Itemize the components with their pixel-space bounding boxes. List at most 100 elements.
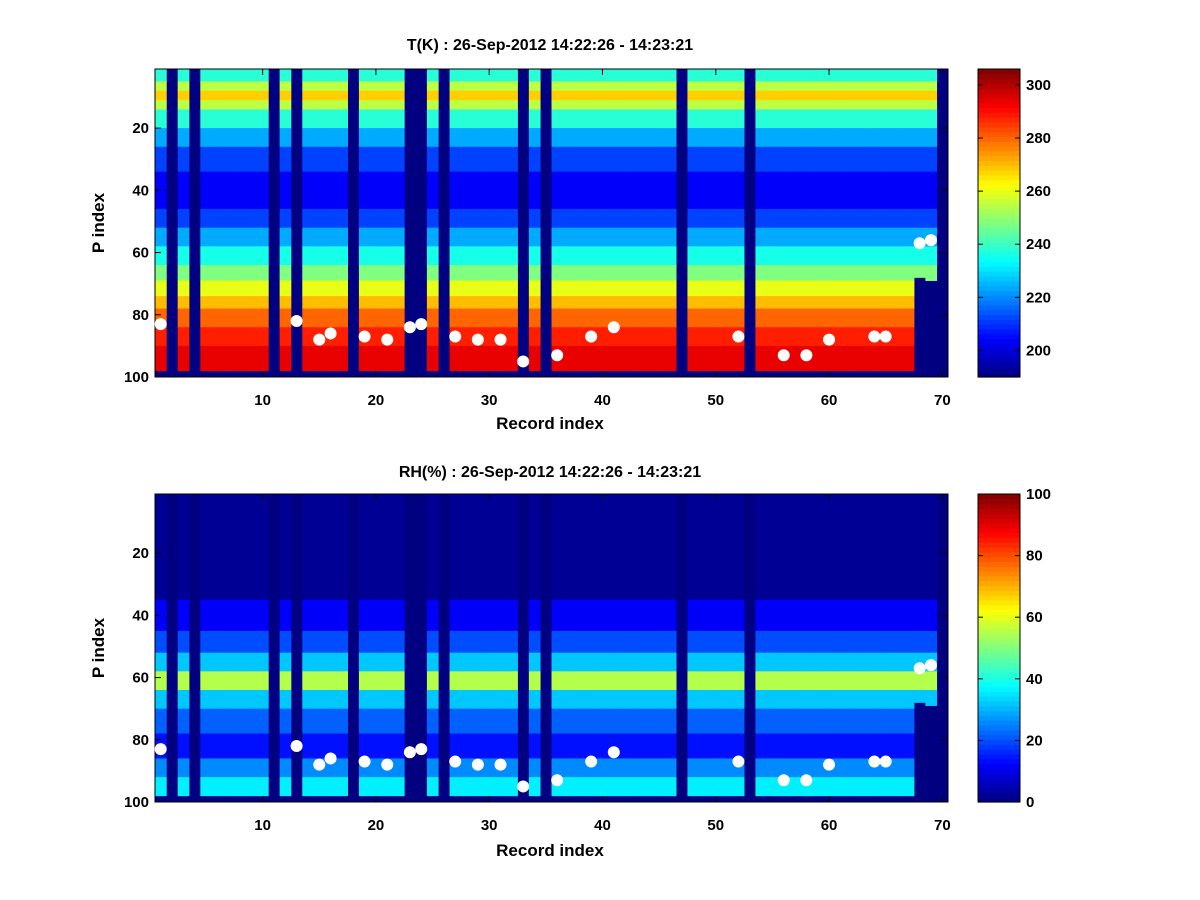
temperature-band-cell — [358, 246, 371, 266]
temperature-band-cell — [381, 109, 394, 129]
humidity-band-cell — [687, 708, 700, 734]
humidity-band-cell — [812, 777, 824, 797]
temperature-record-column — [177, 69, 190, 372]
temperature-band-cell — [630, 345, 643, 372]
temperature-band-cell — [766, 90, 779, 101]
humidity-band-cell — [177, 494, 190, 601]
temperature-band-cell — [925, 209, 938, 229]
humidity-band-cell — [800, 652, 813, 672]
temperature-band-cell — [551, 100, 564, 110]
temperature-colorbar-step — [978, 348, 1020, 354]
humidity-band-cell — [891, 494, 904, 601]
temperature-colorbar-step — [978, 194, 1020, 200]
humidity-band-cell — [846, 494, 858, 601]
temperature-axes-frame — [154, 68, 949, 378]
humidity-band-cell — [778, 690, 790, 710]
humidity-band-cell — [472, 708, 484, 734]
temperature-band-cell — [211, 345, 224, 372]
humidity-colorbar-step — [978, 585, 1020, 591]
humidity-band-cell — [324, 733, 337, 759]
temperature-band-cell — [596, 171, 609, 210]
humidity-record-column — [721, 494, 734, 797]
temperature-band-cell — [914, 246, 926, 266]
temperature-band-cell — [494, 69, 507, 82]
humidity-band-cell — [313, 733, 326, 759]
humidity-band-cell — [370, 652, 382, 672]
temperature-band-cell — [336, 69, 348, 82]
humidity-band-cell — [653, 494, 666, 601]
temperature-band-cell — [256, 327, 269, 347]
temperature-band-cell — [585, 296, 598, 309]
humidity-band-cell — [846, 777, 858, 797]
humidity-band-cell — [222, 777, 235, 797]
temperature-band-cell — [177, 209, 190, 229]
humidity-band-cell — [732, 494, 745, 601]
temperature-band-cell — [642, 100, 654, 110]
temperature-band-cell — [551, 90, 564, 101]
humidity-colorbar-step — [978, 725, 1020, 731]
humidity-band-cell — [880, 777, 892, 797]
temperature-band-cell — [483, 327, 496, 347]
temperature-ytick-label: 40 — [132, 182, 149, 199]
humidity-band-cell — [846, 733, 858, 759]
temperature-band-cell — [426, 69, 439, 82]
temperature-band-cell — [585, 265, 598, 281]
temperature-band-cell — [812, 146, 824, 173]
temperature-band-cell — [483, 246, 496, 266]
humidity-colorbar-step — [978, 715, 1020, 721]
humidity-band-cell — [664, 690, 677, 710]
humidity-band-cell — [846, 652, 858, 672]
temperature-record-column — [234, 69, 247, 372]
temperature-band-cell — [698, 171, 711, 210]
temperature-band-cell — [834, 265, 847, 281]
humidity-band-cell — [449, 671, 462, 691]
humidity-band-cell — [812, 630, 824, 654]
humidity-band-cell — [914, 599, 926, 632]
humidity-band-cell — [834, 494, 847, 601]
humidity-band-cell — [574, 630, 586, 654]
humidity-band-cell — [245, 494, 258, 601]
temperature-band-cell — [392, 209, 405, 229]
temperature-band-cell — [426, 227, 439, 247]
humidity-band-cell — [687, 630, 700, 654]
temperature-band-cell — [608, 308, 620, 328]
temperature-ylabel: P index — [89, 192, 108, 253]
humidity-band-cell — [585, 599, 598, 632]
humidity-band-cell — [608, 777, 620, 797]
temperature-record-column — [619, 69, 632, 372]
humidity-band-cell — [698, 690, 711, 710]
humidity-band-cell — [778, 708, 790, 734]
temperature-band-cell — [336, 227, 348, 247]
temperature-band-cell — [222, 246, 235, 266]
temperature-band-cell — [449, 90, 462, 101]
temperature-record-column — [653, 69, 666, 372]
humidity-band-cell — [721, 708, 734, 734]
humidity-record-column — [653, 494, 666, 797]
temperature-band-cell — [155, 345, 167, 372]
humidity-band-cell — [800, 777, 813, 797]
temperature-band-cell — [392, 308, 405, 328]
humidity-band-cell — [880, 630, 892, 654]
temperature-band-cell — [506, 209, 518, 229]
temperature-band-cell — [698, 280, 711, 297]
temperature-band-cell — [891, 81, 904, 92]
temperature-band-cell — [653, 128, 666, 148]
temperature-band-cell — [834, 246, 847, 266]
temperature-band-cell — [472, 308, 484, 328]
temperature-record-column — [585, 69, 598, 372]
temperature-band-cell — [574, 246, 586, 266]
humidity-band-cell — [370, 690, 382, 710]
temperature-band-cell — [642, 327, 654, 347]
temperature-colorbar-step — [978, 117, 1020, 123]
humidity-band-cell — [778, 599, 790, 632]
humidity-band-cell — [914, 690, 926, 703]
temperature-band-cell — [880, 146, 892, 173]
temperature-band-cell — [642, 69, 654, 82]
temperature-band-cell — [902, 280, 915, 297]
humidity-band-cell — [789, 777, 802, 797]
humidity-band-cell — [483, 690, 496, 710]
temperature-band-cell — [358, 69, 371, 82]
humidity-colorbar-step — [978, 633, 1020, 639]
temperature-band-cell — [324, 246, 337, 266]
